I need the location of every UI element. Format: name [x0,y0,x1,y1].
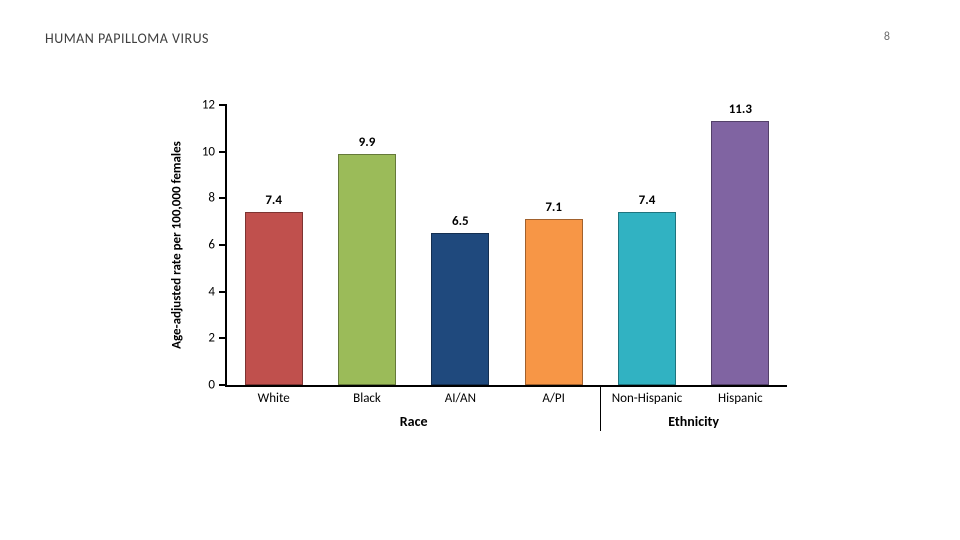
y-tick-label: 12 [202,98,215,113]
y-tick [219,291,227,293]
bar-value-label: 7.4 [246,193,302,208]
y-tick [219,384,227,386]
page-number: 8 [884,30,890,44]
bar: 6.5 [431,233,489,385]
bar: 7.4 [245,212,303,385]
plot-area: Age-adjusted rate per 100,000 females 02… [225,105,787,387]
page-title: HUMAN PAPILLOMA VIRUS [45,30,209,47]
slide: HUMAN PAPILLOMA VIRUS 8 Age-adjusted rat… [0,0,960,540]
bar: 11.3 [711,121,769,385]
bar: 9.9 [338,154,396,385]
bar-value-label: 7.4 [619,193,675,208]
group-label: Ethnicity [668,413,719,430]
x-tick-label: Black [353,391,381,406]
x-tick-label: A/PI [542,391,565,406]
bar-value-label: 6.5 [432,214,488,229]
y-tick [219,244,227,246]
y-tick [219,151,227,153]
bar: 7.4 [618,212,676,385]
rate-chart: Age-adjusted rate per 100,000 females 0 2… [165,95,805,435]
y-tick-label: 2 [208,331,215,346]
y-tick-label: 0 [208,378,215,393]
y-tick-label: 4 [208,284,215,299]
y-tick-label: 10 [202,144,215,159]
x-tick-label: AI/AN [445,391,476,406]
y-tick [219,197,227,199]
bar-value-label: 11.3 [712,102,768,117]
y-tick-label: 8 [208,191,215,206]
bar-value-label: 9.9 [339,135,395,150]
bar: 7.1 [525,219,583,385]
x-tick-label: Hispanic [718,391,763,406]
bar-value-label: 7.1 [526,200,582,215]
group-divider [600,385,601,431]
y-axis-label: Age-adjusted rate per 100,000 females [170,141,185,349]
y-tick [219,337,227,339]
y-tick-label: 6 [208,238,215,253]
x-tick-label: White [258,391,290,406]
x-tick-label: Non-Hispanic [612,391,683,406]
group-label: Race [400,413,428,430]
y-tick [219,104,227,106]
